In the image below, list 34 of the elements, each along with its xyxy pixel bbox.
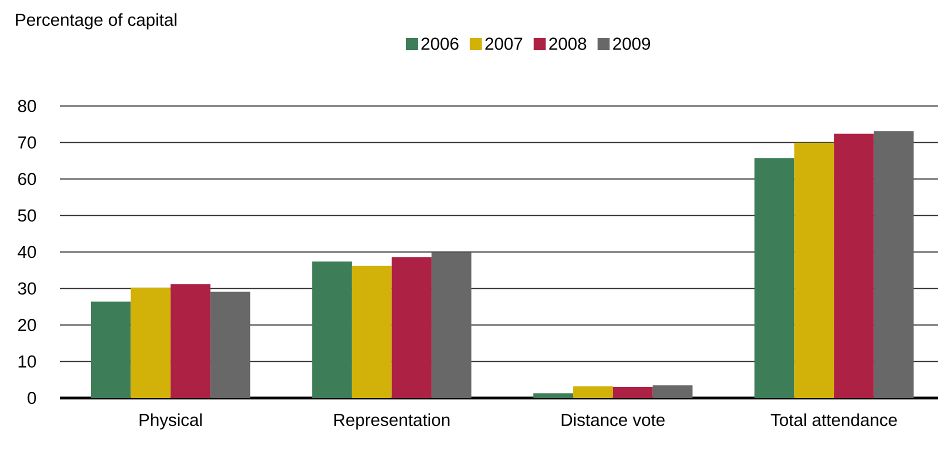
x-tick-label: Total attendance — [770, 413, 897, 426]
x-tick-label: Representation — [334, 413, 450, 430]
bar — [834, 134, 874, 398]
x-tick-label: Physical — [140, 413, 202, 430]
y-tick-label: 70 — [18, 136, 36, 149]
bar — [754, 158, 794, 398]
legend-label: 2007 — [485, 38, 522, 50]
y-tick-label: 40 — [18, 246, 36, 258]
bar — [612, 387, 653, 398]
y-tick-label: 10 — [18, 355, 36, 368]
y-tick-label: 20 — [18, 318, 36, 332]
y-tick-label: 0 — [28, 392, 36, 404]
y-tick-label: 60 — [18, 172, 36, 186]
y-tick-label: 30 — [18, 282, 36, 295]
bar — [392, 257, 432, 398]
x-tick-label: Distance vote — [562, 413, 665, 426]
legend-label: 2006 — [421, 38, 458, 50]
y-tick-label: 80 — [18, 100, 36, 112]
bar — [352, 266, 392, 398]
y-tick-label: 50 — [18, 209, 36, 222]
bar — [432, 252, 472, 398]
bar — [794, 142, 834, 398]
bar — [533, 393, 574, 398]
legend-label: 2009 — [613, 38, 650, 50]
bar — [874, 131, 914, 398]
bar — [90, 302, 131, 398]
bar — [210, 292, 250, 398]
bar — [170, 284, 210, 398]
bar — [573, 386, 613, 398]
legend-label: 2008 — [549, 38, 586, 50]
bar — [130, 288, 171, 398]
bar — [312, 261, 352, 398]
bar — [652, 385, 693, 398]
y-axis-title: Percentage of capital — [16, 13, 176, 30]
